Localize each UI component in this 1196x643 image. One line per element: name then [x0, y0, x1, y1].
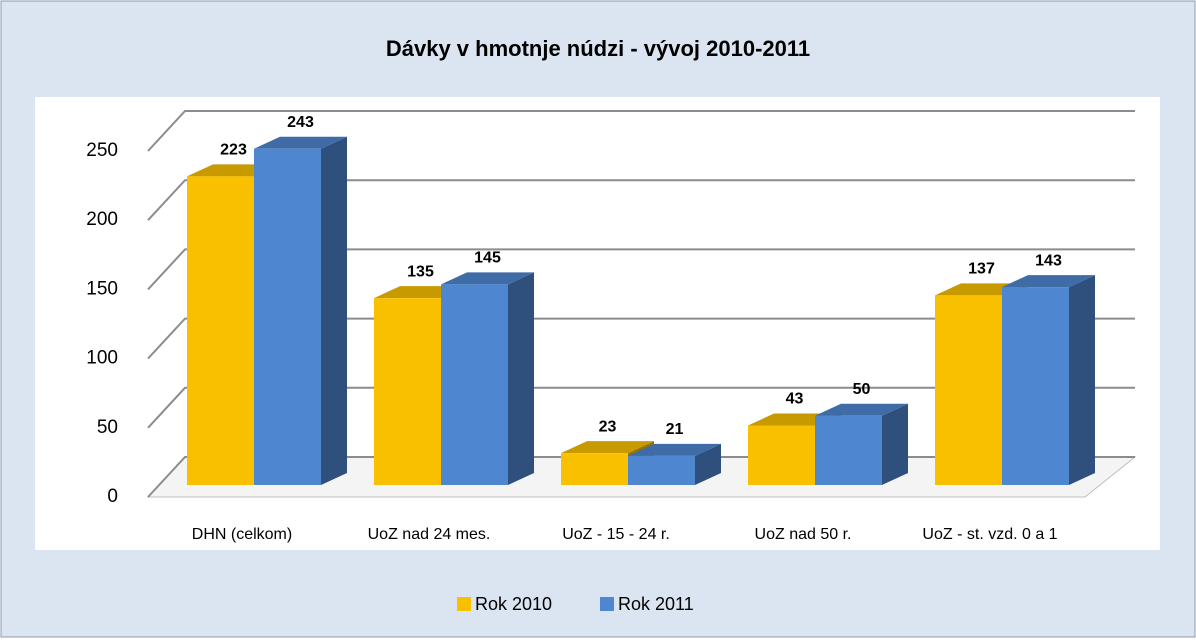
legend-label: Rok 2010: [475, 594, 552, 614]
data-label: 223: [220, 142, 247, 159]
data-label: 21: [666, 421, 684, 438]
bar-face: [254, 148, 321, 486]
bar-face: [815, 403, 908, 416]
bar-face: [441, 272, 534, 285]
y-tick-label: 100: [86, 348, 118, 369]
y-tick-label: 50: [97, 417, 118, 438]
y-tick-label: 0: [107, 486, 118, 507]
data-label: 137: [968, 261, 995, 278]
bar-face: [374, 298, 441, 485]
bar-face: [748, 425, 815, 485]
bar-face: [441, 284, 508, 485]
bar-face: [561, 441, 654, 454]
bar-face: [561, 453, 628, 485]
bar-face: [508, 272, 534, 485]
legend-label: Rok 2011: [618, 594, 694, 614]
legend-swatch: [457, 597, 471, 611]
bar-face: [1002, 275, 1095, 288]
bar-face: [628, 455, 695, 485]
data-label: 23: [599, 418, 617, 435]
data-label: 143: [1035, 252, 1062, 269]
bar: [815, 403, 908, 485]
data-label: 243: [287, 114, 314, 131]
bar-face: [321, 136, 347, 486]
bar-face: [815, 415, 882, 485]
grid-line: [147, 386, 1135, 429]
data-label: 50: [853, 381, 871, 398]
data-label: 145: [474, 250, 501, 267]
x-tick-label: UoZ - st. vzd. 0 a 1: [922, 526, 1057, 543]
data-label: 135: [407, 263, 434, 280]
y-tick-label: 150: [86, 278, 118, 299]
grid-line: [147, 248, 1135, 291]
grid-line: [147, 179, 1135, 221]
legend-swatch: [600, 597, 614, 611]
bar: [441, 272, 534, 485]
y-tick-label: 200: [86, 209, 118, 230]
bar-face: [254, 136, 347, 149]
bar-face: [187, 176, 254, 486]
y-tick-label: 250: [86, 140, 118, 161]
x-tick-label: UoZ nad 50 r.: [755, 526, 852, 543]
data-label: 43: [786, 391, 804, 408]
bar-face: [882, 403, 908, 485]
x-tick-label: UoZ - 15 - 24 r.: [562, 526, 670, 543]
x-tick-label: UoZ nad 24 mes.: [368, 526, 491, 543]
grid-line: [147, 317, 1135, 360]
bar-face: [628, 443, 721, 456]
bar: [254, 136, 347, 486]
bar-face: [695, 443, 721, 485]
bar: [628, 443, 721, 485]
chart-title: Dávky v hmotnje núdzi - vývoj 2010-2011: [386, 36, 810, 61]
bar: [1002, 275, 1095, 485]
bar-face: [1069, 275, 1095, 485]
bar-face: [1002, 287, 1069, 485]
grid-line: [147, 110, 1135, 152]
bar-face: [935, 295, 1002, 485]
x-tick-label: DHN (celkom): [192, 526, 292, 543]
